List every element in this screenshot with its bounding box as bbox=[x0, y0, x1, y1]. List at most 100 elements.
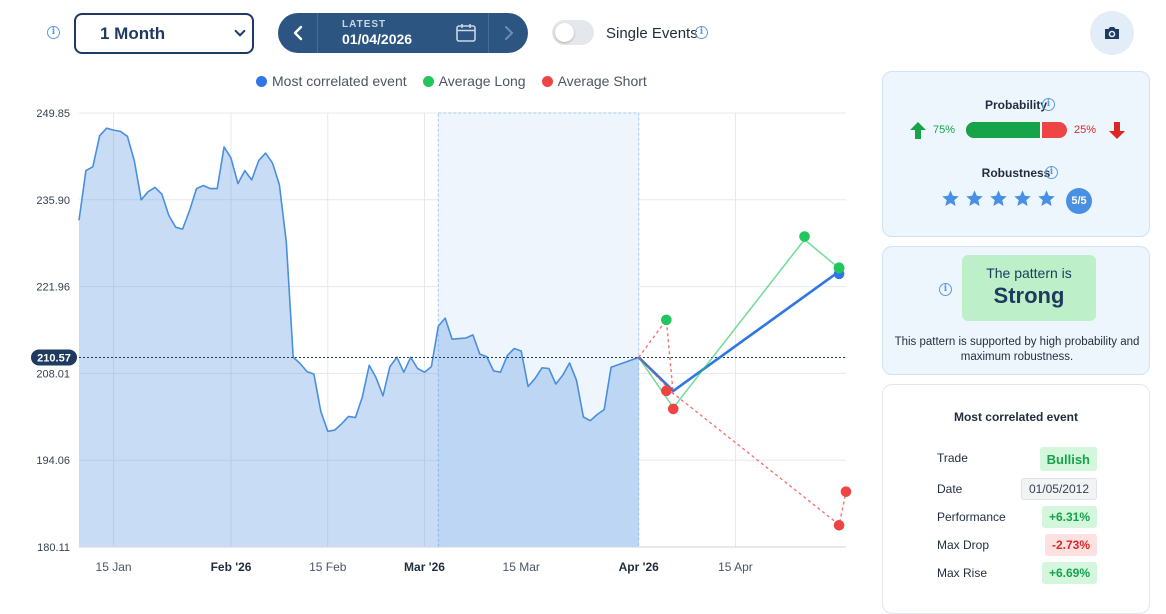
robustness-stars bbox=[941, 189, 1056, 208]
current-date: 01/04/2026 bbox=[342, 31, 413, 47]
arrow-down-icon bbox=[1109, 122, 1125, 139]
single-events-label: Single Events bbox=[606, 25, 698, 42]
price-area bbox=[79, 128, 639, 547]
event-performance-value: +6.31% bbox=[1041, 506, 1097, 528]
chevron-right-icon bbox=[504, 26, 513, 40]
y-tick-label: 249.85 bbox=[36, 108, 70, 120]
probability-card: Probability i 75% 25% Robustness i 5/5 bbox=[882, 71, 1150, 237]
projection-point bbox=[661, 385, 672, 397]
legend-label: Most correlated event bbox=[272, 73, 407, 89]
single-events-info-icon[interactable]: i bbox=[695, 26, 708, 39]
latest-label: LATEST bbox=[342, 19, 387, 30]
average-long-projection bbox=[638, 238, 840, 409]
period-select-value: 1 Month bbox=[100, 23, 166, 43]
probability-short-pct: 25% bbox=[1074, 124, 1097, 136]
toggle-knob bbox=[555, 23, 574, 42]
screenshot-button[interactable] bbox=[1090, 11, 1134, 55]
x-tick-label: Apr '26 bbox=[619, 560, 660, 574]
highlight-region bbox=[437, 112, 640, 548]
legend-label: Average Long bbox=[438, 73, 526, 89]
robustness-badge: 5/5 bbox=[1066, 188, 1092, 214]
calendar-icon[interactable] bbox=[455, 23, 477, 43]
legend-item-most-correlated[interactable]: Most correlated event bbox=[256, 73, 407, 89]
camera-icon bbox=[1105, 27, 1119, 39]
current-price-label: 210.57 bbox=[37, 352, 71, 364]
price-line bbox=[78, 127, 639, 433]
toolbar: i 1 Month LATEST 01/04/2026 Single Event… bbox=[0, 0, 1166, 66]
event-row-performance: Performance +6.31% bbox=[937, 506, 1097, 528]
event-row-label: Performance bbox=[937, 510, 1006, 524]
arrow-up-icon bbox=[910, 122, 926, 139]
event-row-date: Date 01/05/2012 bbox=[937, 478, 1097, 500]
projection-point bbox=[833, 262, 845, 273]
period-info-icon[interactable]: i bbox=[47, 26, 60, 39]
date-navigator: LATEST 01/04/2026 bbox=[278, 13, 528, 53]
pattern-card: i The pattern is Strong This pattern is … bbox=[882, 246, 1150, 375]
y-tick-label: 235.90 bbox=[36, 195, 70, 207]
event-row-trade: Trade Bullish bbox=[937, 447, 1097, 471]
star-icon bbox=[1014, 190, 1031, 207]
event-row-max-rise: Max Rise +6.69% bbox=[937, 562, 1097, 584]
event-row-label: Max Drop bbox=[937, 538, 990, 552]
projection-point bbox=[667, 403, 679, 415]
probability-info-icon[interactable]: i bbox=[1042, 98, 1055, 111]
event-date-value: 01/05/2012 bbox=[1020, 478, 1097, 500]
next-date-button[interactable] bbox=[488, 13, 528, 53]
legend-label: Average Short bbox=[557, 73, 647, 89]
event-row-label: Max Rise bbox=[937, 566, 988, 580]
robustness-info-icon[interactable]: i bbox=[1045, 166, 1058, 179]
probability-bar-long bbox=[966, 122, 1042, 138]
projection-point bbox=[661, 314, 672, 326]
projection-point bbox=[799, 231, 810, 242]
previous-date-button[interactable] bbox=[278, 13, 318, 53]
pattern-strength-box: The pattern is Strong bbox=[962, 255, 1096, 321]
projection-point bbox=[840, 486, 852, 497]
y-tick-label: 208.01 bbox=[36, 368, 70, 380]
y-tick-label: 221.96 bbox=[36, 282, 70, 294]
x-tick-label: 15 Mar bbox=[503, 560, 540, 574]
star-icon bbox=[966, 190, 983, 207]
x-tick-label: 15 Apr bbox=[718, 560, 753, 574]
pattern-info-icon[interactable]: i bbox=[939, 283, 952, 296]
projection-point bbox=[833, 519, 845, 531]
x-tick-label: 15 Jan bbox=[96, 560, 132, 574]
star-icon bbox=[942, 190, 959, 207]
event-max-rise-value: +6.69% bbox=[1041, 562, 1097, 584]
pattern-description: This pattern is supported by high probab… bbox=[894, 336, 1140, 363]
average-short-projection bbox=[638, 356, 847, 526]
current-price-badge bbox=[31, 349, 77, 366]
probability-long-pct: 75% bbox=[933, 124, 956, 136]
event-row-max-drop: Max Drop -2.73% bbox=[937, 534, 1097, 556]
most-correlated-event-projection bbox=[637, 270, 840, 393]
period-select[interactable]: 1 Month bbox=[74, 13, 254, 54]
event-title: Most correlated event bbox=[953, 410, 1079, 424]
robustness-title: Robustness bbox=[981, 166, 1051, 180]
y-tick-label: 194.06 bbox=[36, 455, 70, 467]
pattern-lead: The pattern is bbox=[986, 265, 1072, 281]
chevron-left-icon bbox=[293, 25, 302, 41]
x-tick-label: Mar '26 bbox=[404, 560, 445, 574]
event-card: Most correlated event Trade Bullish Date… bbox=[882, 384, 1150, 614]
pattern-strength: Strong bbox=[993, 283, 1065, 308]
price-chart[interactable]: 249.85 235.90 221.96 208.01 194.06 180.11 15 J… bbox=[0, 95, 870, 585]
legend-swatch bbox=[422, 75, 434, 87]
event-row-label: Date bbox=[937, 482, 963, 496]
star-icon bbox=[990, 190, 1007, 207]
average-long-short-projection bbox=[638, 319, 674, 395]
legend-swatch bbox=[256, 75, 267, 87]
chevron-down-icon bbox=[234, 25, 246, 37]
event-trade-value: Bullish bbox=[1039, 447, 1097, 471]
probability-title: Probability bbox=[984, 98, 1047, 112]
event-max-drop-value: -2.73% bbox=[1044, 534, 1097, 556]
x-tick-label: Feb '26 bbox=[211, 560, 252, 574]
legend-item-average-short[interactable]: Average Short bbox=[541, 73, 647, 89]
chart-legend: Most correlated event Average Long Avera… bbox=[256, 73, 647, 89]
legend-item-average-long[interactable]: Average Long bbox=[422, 73, 526, 89]
x-tick-label: 15 Feb bbox=[309, 560, 347, 574]
legend-swatch bbox=[541, 75, 553, 87]
star-icon bbox=[1038, 190, 1055, 207]
single-events-toggle[interactable] bbox=[552, 20, 594, 45]
y-tick-label: 180.11 bbox=[37, 542, 70, 554]
probability-bar bbox=[966, 122, 1067, 138]
event-row-label: Trade bbox=[937, 451, 968, 465]
